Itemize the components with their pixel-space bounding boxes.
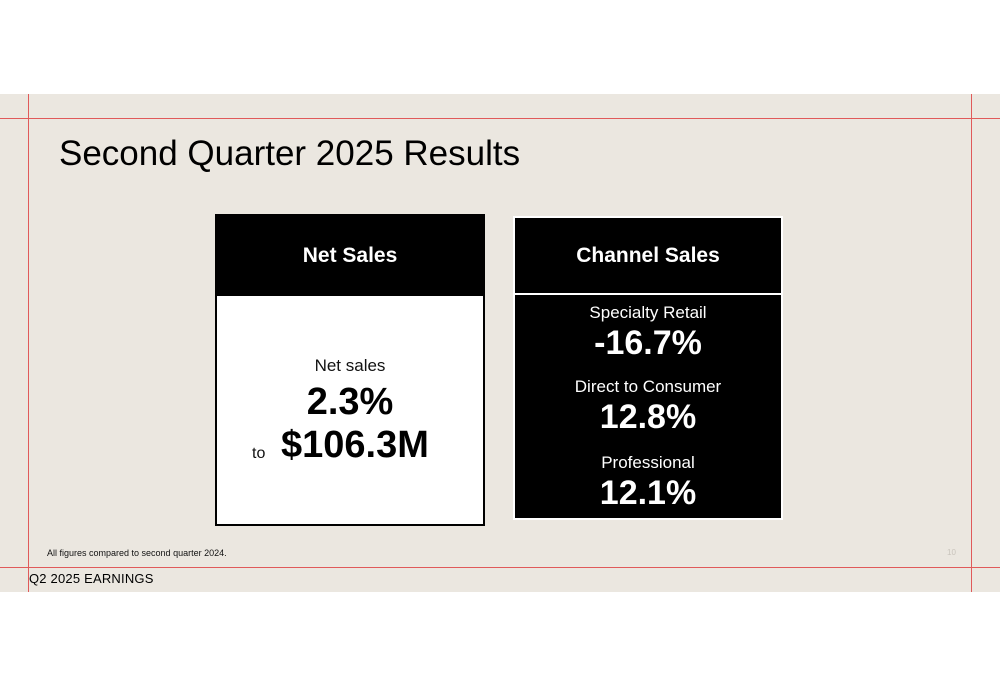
channel-label-direct-to-consumer: Direct to Consumer	[574, 377, 722, 396]
guide-line-top	[0, 118, 1000, 119]
net-sales-card: Net Sales Net sales 2.3% to $106.3M	[215, 214, 485, 526]
channel-label-specialty-retail: Specialty Retail	[589, 303, 707, 322]
page-number: 10	[947, 548, 956, 557]
net-sales-percent: 2.3%	[306, 381, 394, 423]
guide-line-right	[971, 94, 972, 592]
footnote: All figures compared to second quarter 2…	[47, 548, 227, 558]
channel-value-professional: 12.1%	[599, 474, 697, 512]
channel-sales-card: Channel Sales Specialty Retail -16.7% Di…	[513, 216, 783, 520]
slide-background	[0, 94, 1000, 592]
guide-line-left	[28, 94, 29, 592]
net-sales-to-text: to	[252, 445, 266, 462]
net-sales-amount: $106.3M	[281, 424, 429, 466]
channel-sales-card-heading: Channel Sales	[515, 218, 781, 295]
net-sales-card-heading: Net Sales	[217, 216, 483, 296]
slide-title: Second Quarter 2025 Results	[59, 134, 521, 173]
channel-label-professional: Professional	[601, 453, 695, 472]
guide-line-bottom	[0, 567, 1000, 568]
channel-value-direct-to-consumer: 12.8%	[599, 398, 697, 436]
footer-label: Q2 2025 EARNINGS	[29, 571, 154, 586]
net-sales-label: Net sales	[314, 356, 386, 375]
channel-value-specialty-retail: -16.7%	[594, 324, 702, 362]
